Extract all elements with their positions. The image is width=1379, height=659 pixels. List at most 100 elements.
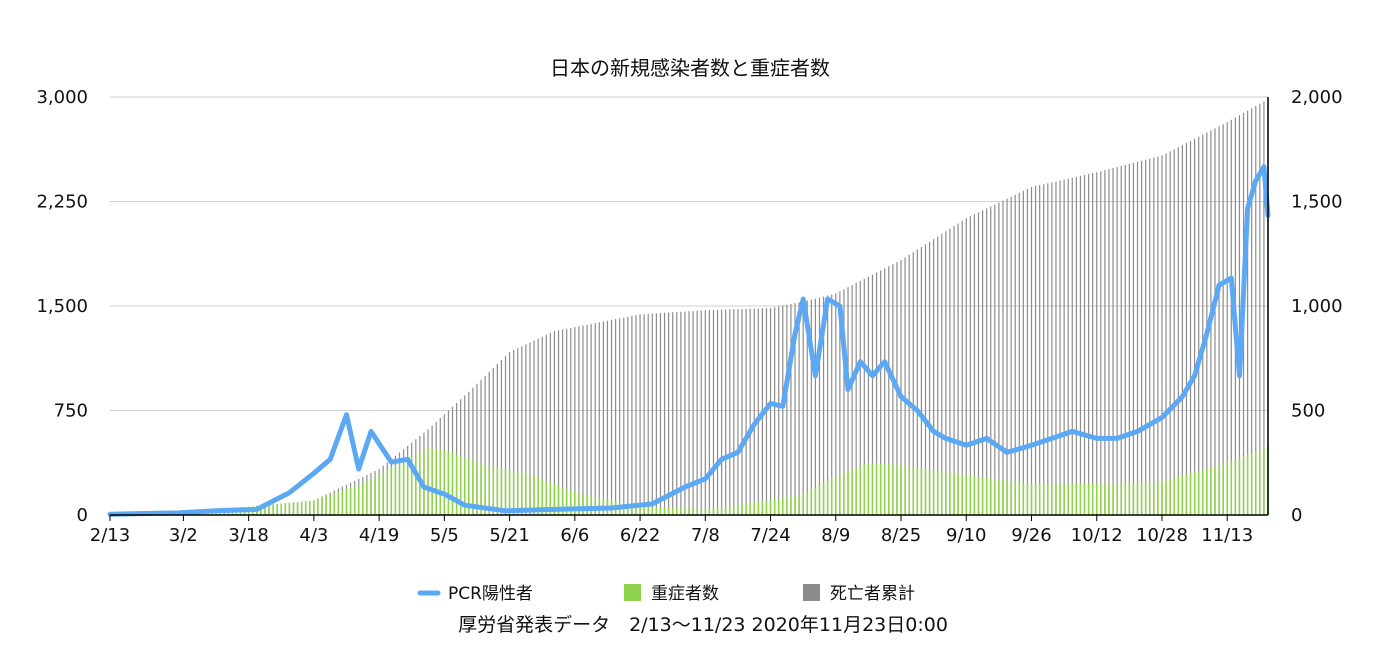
- deaths-bar: [623, 317, 625, 515]
- severe-bar: [790, 496, 792, 515]
- severe-bar: [415, 454, 417, 515]
- deaths-bar: [880, 270, 882, 515]
- deaths-bar: [928, 241, 931, 516]
- severe-bar: [565, 488, 568, 515]
- severe-bar: [1083, 483, 1086, 515]
- deaths-bar: [1214, 128, 1216, 515]
- severe-bar: [994, 478, 996, 515]
- deaths-bar: [733, 309, 735, 515]
- deaths-bar: [647, 313, 649, 515]
- severe-bar: [1051, 483, 1053, 515]
- severe-bar: [871, 463, 874, 515]
- severe-bar: [594, 496, 597, 515]
- deaths-bar: [1165, 153, 1167, 515]
- severe-bar: [1087, 483, 1090, 515]
- deaths-bar: [537, 338, 539, 515]
- right-tick-label: 1,000: [1291, 296, 1343, 317]
- severe-bar: [765, 500, 768, 515]
- pcr-line: [107, 164, 1271, 517]
- deaths-bar: [957, 223, 959, 515]
- severe-bar: [1018, 482, 1021, 515]
- legend-swatch: [624, 584, 641, 601]
- severe-bar: [843, 472, 845, 515]
- severe-bar: [708, 508, 711, 515]
- deaths-bar: [1055, 181, 1057, 516]
- severe-bar: [916, 467, 919, 515]
- deaths-bar: [831, 294, 833, 515]
- severe-bar: [839, 473, 841, 515]
- severe-bar: [953, 473, 955, 515]
- severe-bar: [941, 471, 943, 515]
- deaths-bar: [1039, 185, 1041, 515]
- x-tick-label: 3/2: [169, 525, 198, 546]
- severe-bar: [1063, 483, 1065, 515]
- left-tick-label: 750: [54, 401, 88, 422]
- severe-bar: [308, 500, 311, 515]
- deaths-bar: [1047, 183, 1049, 515]
- severe-bar: [932, 470, 935, 515]
- deaths-bar: [949, 228, 951, 516]
- x-tick-label: 7/8: [691, 525, 720, 546]
- deaths-bar: [827, 295, 829, 515]
- x-tick-label: 10/12: [1071, 525, 1123, 546]
- severe-bar: [484, 464, 486, 515]
- deaths-bar: [635, 315, 637, 515]
- severe-bar: [280, 503, 283, 515]
- deaths-bar: [508, 351, 511, 515]
- severe-bar: [667, 507, 670, 515]
- severe-bar: [349, 487, 352, 515]
- severe-bar: [1038, 483, 1041, 515]
- deaths-bar: [684, 311, 686, 515]
- severe-bar: [1246, 454, 1249, 515]
- deaths-bar: [1161, 155, 1163, 515]
- deaths-bar: [1218, 126, 1220, 515]
- deaths-bar: [859, 280, 861, 515]
- deaths-bar: [924, 244, 927, 515]
- deaths-bar: [1194, 138, 1196, 516]
- deaths-bar: [1112, 168, 1114, 515]
- severe-bar: [341, 490, 344, 515]
- severe-bar: [1136, 482, 1139, 515]
- severe-bar: [525, 473, 527, 515]
- deaths-bar: [553, 331, 556, 515]
- deaths-bar: [1010, 196, 1012, 515]
- severe-bar: [488, 465, 491, 515]
- left-tick-label: 1,500: [36, 296, 88, 317]
- deaths-bar: [549, 332, 551, 515]
- x-tick-label: 3/18: [228, 525, 268, 546]
- deaths-bar: [786, 304, 788, 515]
- left-tick-label: 3,000: [36, 87, 88, 108]
- deaths-bar: [1100, 171, 1102, 515]
- severe-bar: [435, 449, 437, 515]
- right-tick-label: 500: [1291, 401, 1325, 422]
- severe-bar: [651, 507, 654, 515]
- severe-bar: [1079, 483, 1082, 515]
- deaths-bar: [1251, 108, 1253, 515]
- severe-bar: [1234, 459, 1237, 515]
- severe-bar: [370, 479, 372, 515]
- deaths-bar: [981, 210, 984, 515]
- deaths-bar: [721, 309, 723, 515]
- deaths-bar: [1189, 140, 1192, 515]
- left-axis-ticks: 0 750 1,500 2,250 3,000: [36, 87, 88, 526]
- severe-bar: [582, 493, 584, 515]
- deaths-bar: [590, 323, 592, 515]
- deaths-bar: [472, 387, 474, 515]
- severe-bar: [1108, 483, 1110, 515]
- deaths-bar: [492, 367, 494, 515]
- deaths-bar: [774, 307, 776, 515]
- deaths-bar: [1185, 142, 1188, 516]
- deaths-bar: [810, 299, 812, 515]
- severe-bar: [1201, 469, 1204, 515]
- severe-bar: [847, 470, 849, 515]
- deaths-bar: [790, 303, 792, 515]
- severe-bar: [1067, 483, 1070, 515]
- deaths-bar: [871, 274, 874, 515]
- deaths-bar: [1075, 176, 1077, 515]
- deaths-bar: [1071, 177, 1073, 515]
- severe-bar: [1153, 481, 1155, 515]
- deaths-bar: [1169, 151, 1171, 515]
- severe-bar: [757, 501, 760, 515]
- severe-bar: [1132, 482, 1135, 515]
- deaths-bar: [888, 266, 890, 515]
